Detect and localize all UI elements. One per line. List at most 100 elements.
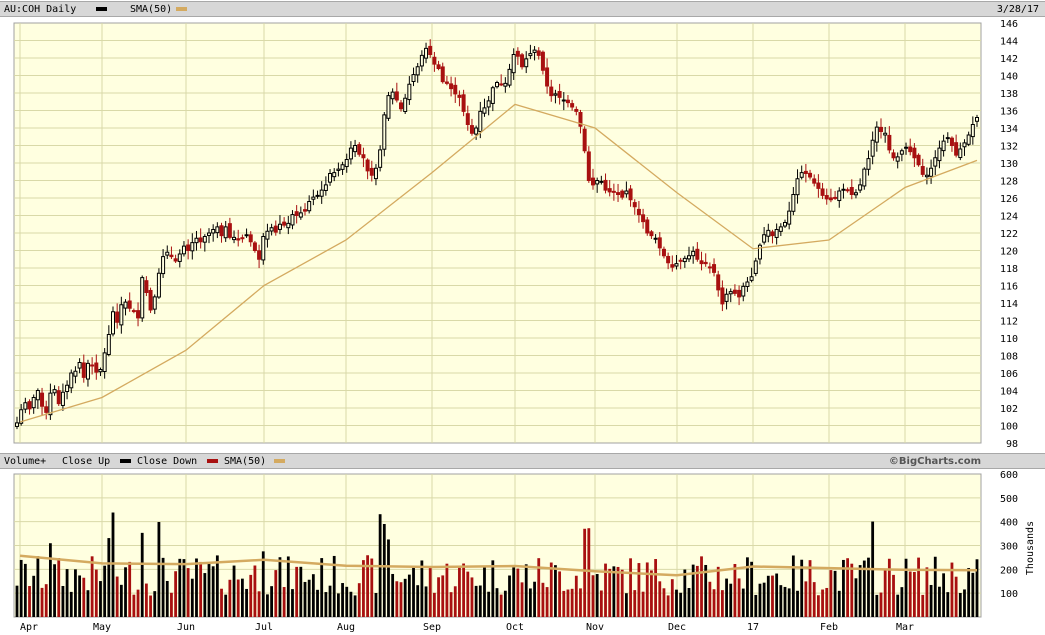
candle-body <box>219 225 224 237</box>
candle-body <box>699 260 704 265</box>
volume-bar <box>729 583 733 617</box>
candle-body <box>849 187 854 195</box>
candle-body <box>887 134 892 151</box>
volume-bar <box>554 565 557 617</box>
x-tick-label: Jun <box>177 622 195 633</box>
volume-bar <box>240 578 244 617</box>
volume-bar <box>199 561 203 617</box>
candle-body <box>749 276 754 281</box>
candle-body <box>657 237 662 249</box>
candle-body <box>373 167 378 180</box>
volume-bar <box>270 586 274 617</box>
candle-body <box>695 248 700 260</box>
volume-bar <box>44 584 48 617</box>
volume-bar <box>211 566 215 617</box>
volume-bar <box>503 590 507 617</box>
volume-bar <box>887 558 891 617</box>
candle-body <box>353 145 358 153</box>
candle-body <box>148 289 153 311</box>
price-y-tick-label: 136 <box>1000 107 1018 118</box>
candle-body <box>77 362 82 369</box>
volume-bar <box>833 570 837 617</box>
volume-bar <box>720 590 724 617</box>
volume-bar <box>82 577 86 617</box>
volume-bar <box>633 590 637 617</box>
volume-bar <box>921 594 925 617</box>
candle-body <box>845 189 850 192</box>
volume-bar <box>733 563 737 617</box>
candle-body <box>916 154 921 166</box>
volume-bar <box>825 587 829 617</box>
candle-body <box>753 260 758 274</box>
close-down-swatch <box>207 459 218 463</box>
candle-body <box>69 372 74 389</box>
candle-body <box>958 148 963 159</box>
candle-body <box>565 99 570 104</box>
price-y-tick-label: 128 <box>1000 177 1018 188</box>
volume-bar <box>257 591 261 617</box>
x-tick-label: Oct <box>506 622 524 633</box>
candle-body <box>190 242 195 252</box>
candle-body <box>778 226 783 232</box>
volume-sma-layer <box>19 554 978 577</box>
candle-body <box>102 352 107 372</box>
candle-body <box>207 232 211 236</box>
candle-body <box>762 234 767 243</box>
volume-bar <box>144 583 148 617</box>
candle-body <box>532 49 537 53</box>
volume-bar <box>562 590 566 617</box>
candle-body <box>628 188 633 201</box>
volume-bar <box>896 594 900 617</box>
volume-bar <box>967 568 971 617</box>
candle-body <box>949 137 954 147</box>
volume-bar <box>362 560 365 617</box>
x-axis: Apr May Jun Jul Aug Sep Oct Nov Dec 17 Feb Mar <box>20 622 914 633</box>
volume-bar <box>299 566 303 617</box>
volume-bar <box>850 563 854 617</box>
volume-bar <box>650 570 653 617</box>
close-down-label: Close Down <box>137 456 198 467</box>
price-y-tick-label: 118 <box>1000 264 1018 275</box>
candle-body <box>156 272 161 298</box>
candle-body <box>570 103 575 108</box>
volume-bar <box>737 578 741 617</box>
candle-body <box>904 146 909 149</box>
volume-bar <box>462 563 466 617</box>
candle-body <box>720 287 725 305</box>
candle-body <box>611 190 616 193</box>
volume-chart-header: Volume+ Close Up Close Down SMA(50) ©Big… <box>0 453 1045 469</box>
candle-body <box>403 97 408 112</box>
volume-bar <box>374 592 378 617</box>
candle-body <box>678 259 683 262</box>
candle-body <box>415 66 420 76</box>
candle-body <box>144 280 149 293</box>
volume-bar <box>282 587 286 617</box>
volume-bar <box>228 579 232 617</box>
candle-body <box>624 190 629 195</box>
candle-body <box>394 91 399 101</box>
volume-bar <box>441 575 445 617</box>
volume-bar <box>487 591 491 617</box>
volume-bar <box>470 577 474 617</box>
candle-body <box>23 402 28 410</box>
volume-bar <box>812 582 816 617</box>
volume-bar <box>624 593 628 617</box>
candle-body <box>962 142 967 148</box>
candle-body <box>645 219 650 234</box>
candle-body <box>211 229 216 234</box>
candle-body <box>15 422 19 427</box>
volume-bar <box>203 573 207 617</box>
candle-body <box>866 158 871 170</box>
volume-bar <box>274 570 278 617</box>
candle-body <box>48 392 53 416</box>
volume-bar <box>103 565 107 617</box>
candle-body <box>620 190 625 198</box>
candle-body <box>737 289 742 298</box>
price-y-tick-label: 102 <box>1000 404 1018 415</box>
candle-body <box>716 274 721 291</box>
price-chart-header: AU:COH Daily SMA(50) 3/28/17 <box>0 1 1045 17</box>
volume-bar <box>474 585 478 617</box>
volume-bar <box>207 563 211 617</box>
candle-body <box>540 51 545 71</box>
volume-bar <box>215 555 219 617</box>
